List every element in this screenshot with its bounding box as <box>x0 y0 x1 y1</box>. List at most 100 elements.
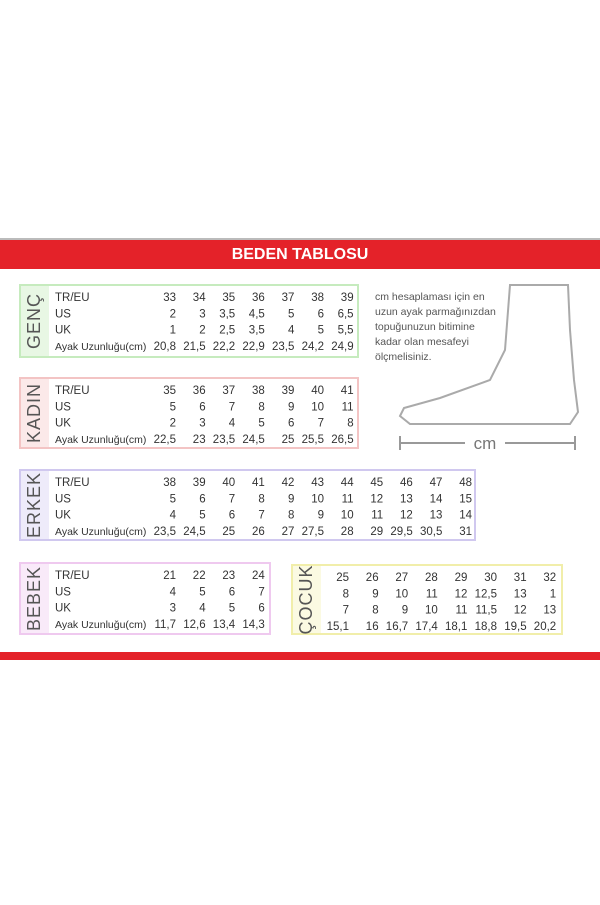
cell: 35 <box>222 292 235 304</box>
cell: 2 <box>170 308 176 320</box>
cell: 19,5 <box>504 621 526 633</box>
cell: 15 <box>459 493 472 505</box>
table-label: ERKEK <box>24 472 44 538</box>
cell: 18,1 <box>445 621 467 633</box>
footer-stripe <box>0 652 600 660</box>
cell: 8 <box>343 588 349 600</box>
cell: 39 <box>282 385 295 397</box>
cell: 25 <box>222 526 235 538</box>
cell: 6 <box>258 603 264 615</box>
cell: 46 <box>400 477 413 489</box>
cell: 8 <box>347 418 353 430</box>
cell: 4 <box>288 325 295 337</box>
cell: 8 <box>258 493 264 505</box>
cell: 23 <box>193 434 206 446</box>
row-label: US <box>55 586 71 598</box>
cell: 2 <box>199 325 205 337</box>
cell: 10 <box>311 493 324 505</box>
cell: 4 <box>199 603 206 615</box>
cell: 40 <box>222 477 235 489</box>
cell: 37 <box>282 292 295 304</box>
cell: 21 <box>163 570 176 582</box>
label-strip <box>21 379 49 447</box>
cell: 8 <box>258 401 264 413</box>
row-label: Ayak Uzunluğu(cm) <box>55 434 146 446</box>
cell: 29 <box>370 526 383 538</box>
cell: 7 <box>318 418 324 430</box>
cell: 6 <box>288 418 294 430</box>
cell: 48 <box>459 477 472 489</box>
row-label: Ayak Uzunluğu(cm) <box>55 341 146 353</box>
label-strip <box>21 564 49 633</box>
row-label: TR/EU <box>55 570 90 582</box>
cell: 22,5 <box>154 434 176 446</box>
cell: 27 <box>282 526 295 538</box>
cell: 3 <box>199 418 205 430</box>
cell: 7 <box>229 493 235 505</box>
cell: 34 <box>193 292 206 304</box>
cell: 32 <box>543 572 556 584</box>
cell: 4 <box>170 586 177 598</box>
table-frame <box>19 562 271 635</box>
cell: 15,1 <box>327 621 349 633</box>
cell: 11,7 <box>154 619 176 631</box>
banner-edge <box>0 238 600 240</box>
cell: 12 <box>455 588 468 600</box>
cell: 10 <box>341 510 354 522</box>
cell: 6 <box>318 308 324 320</box>
cell: 37 <box>222 385 235 397</box>
cell: 22 <box>193 570 206 582</box>
note-line: uzun ayak parmağınızdan <box>375 306 496 318</box>
row-label: UK <box>55 603 71 615</box>
cell: 38 <box>252 385 265 397</box>
cell: 9 <box>318 510 324 522</box>
cell: 9 <box>288 401 294 413</box>
cell: 22,9 <box>242 341 264 353</box>
cell: 12 <box>400 510 413 522</box>
cell: 1 <box>550 588 556 600</box>
cell: 13,4 <box>213 619 236 631</box>
cell: 4,5 <box>249 308 265 320</box>
cell: 11 <box>371 510 383 522</box>
row-label: UK <box>55 418 71 430</box>
table-frame <box>291 564 563 635</box>
cell: 22,2 <box>213 341 235 353</box>
cell: 10 <box>395 588 408 600</box>
cell: 14 <box>430 493 443 505</box>
cell: 10 <box>311 401 324 413</box>
table-frame <box>19 377 359 449</box>
cell: 29,5 <box>390 526 412 538</box>
cell: 3 <box>199 308 205 320</box>
cell: 35 <box>163 385 176 397</box>
cell: 13 <box>430 510 443 522</box>
cell: 20,2 <box>534 621 556 633</box>
cell: 7 <box>258 586 264 598</box>
row-label: UK <box>55 325 71 337</box>
cell: 3,5 <box>219 308 235 320</box>
cell: 7 <box>343 605 349 617</box>
cell: 29 <box>455 572 468 584</box>
cell: 23,5 <box>213 434 235 446</box>
cell: 5 <box>170 493 176 505</box>
cell: 5,5 <box>338 325 354 337</box>
cell: 9 <box>402 605 408 617</box>
cell: 12,5 <box>475 588 497 600</box>
cell: 47 <box>430 477 443 489</box>
cell: 20,8 <box>154 341 176 353</box>
cell: 1 <box>170 325 176 337</box>
cell: 24,9 <box>331 341 353 353</box>
cell: 27 <box>395 572 408 584</box>
cell: 31 <box>514 572 527 584</box>
foot-outline <box>398 284 580 425</box>
cell: 10 <box>425 605 438 617</box>
cell: 12 <box>514 605 527 617</box>
table-label: GENÇ <box>24 293 44 349</box>
cell: 30 <box>484 572 497 584</box>
cell: 5 <box>199 510 205 522</box>
cell: 3 <box>170 603 176 615</box>
measure-unit: cm <box>474 434 497 453</box>
cell: 13 <box>514 588 527 600</box>
cell: 24,5 <box>242 434 264 446</box>
cell: 4 <box>170 510 177 522</box>
